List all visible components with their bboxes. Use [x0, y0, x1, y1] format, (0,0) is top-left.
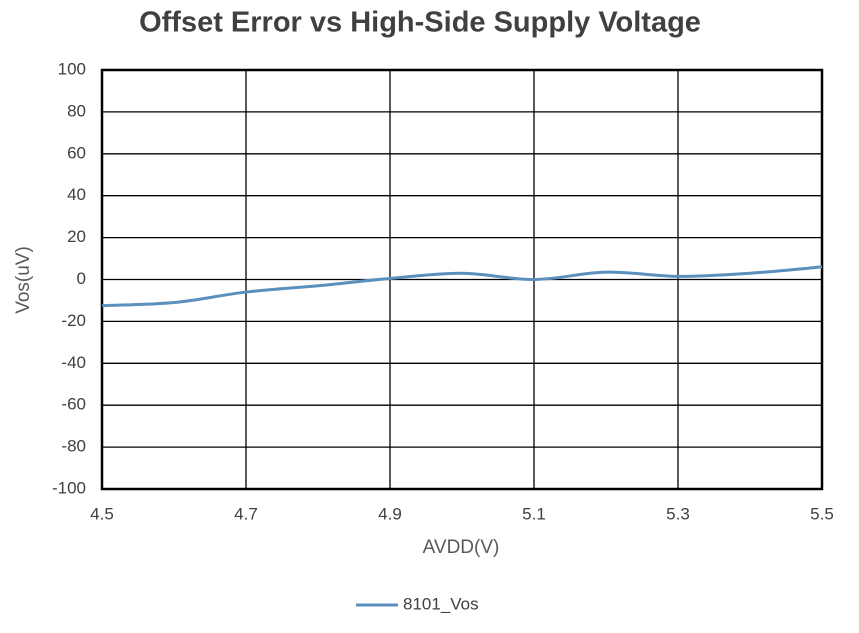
y-tick-label: 60 — [67, 143, 86, 162]
x-tick-label: 5.5 — [810, 504, 834, 523]
y-tick-label: 80 — [67, 101, 86, 120]
y-tick-label: 40 — [67, 185, 86, 204]
x-tick-label: 4.5 — [90, 504, 114, 523]
data-line — [101, 265, 823, 308]
y-tick-label: 0 — [77, 269, 86, 288]
x-tick-label: 4.9 — [378, 504, 402, 523]
x-tick-label: 5.1 — [522, 504, 546, 523]
y-tick-label: -60 — [61, 395, 86, 414]
y-tick-label: -80 — [61, 437, 86, 456]
y-tick-label: -20 — [61, 311, 86, 330]
x-tick-label: 5.3 — [666, 504, 690, 523]
x-tick-label: 4.7 — [234, 504, 258, 523]
y-tick-label: 100 — [58, 59, 86, 78]
plot-border — [100, 68, 824, 491]
legend-label: 8101_Vos — [403, 594, 479, 613]
chart-title: Offset Error vs High-Side Supply Voltage — [139, 7, 701, 39]
y-axis-title: Vos(uV) — [13, 246, 34, 314]
y-tick-label: 20 — [67, 227, 86, 246]
x-axis-title: AVDD(V) — [423, 537, 500, 558]
y-tick-label: -100 — [52, 478, 86, 497]
y-tick-label: -40 — [61, 353, 86, 372]
